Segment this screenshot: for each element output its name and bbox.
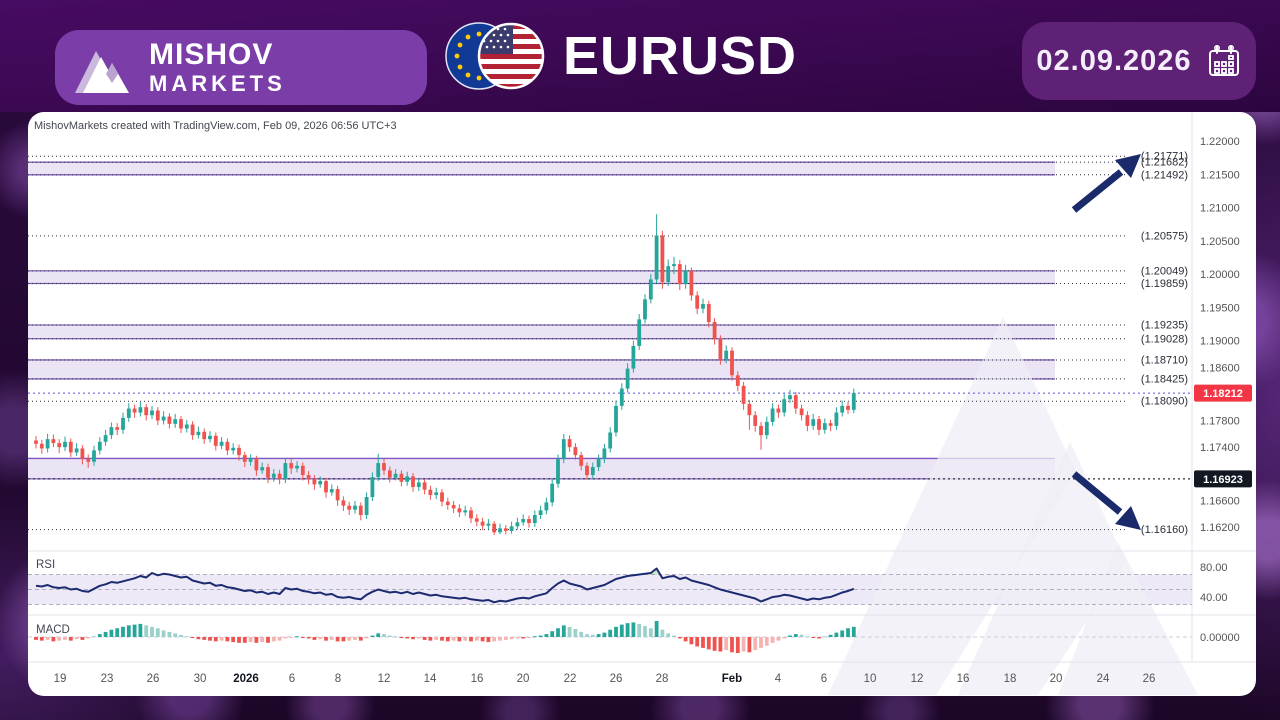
svg-text:2026: 2026 [233,673,259,685]
svg-text:1.18212: 1.18212 [1203,388,1243,400]
time-axis[interactable]: 19 23 26 30 2026 6 8 12 14 16 20 22 26 28 Feb 4 6 10 12 16 1… [54,673,1156,685]
svg-text:1.20000: 1.20000 [1200,269,1240,281]
pane-separators [28,112,1256,663]
svg-text:24: 24 [1097,673,1110,685]
price-chart[interactable]: (1.21771)(1.21682)(1.21492) (1.20575) (1.2… [28,112,1256,696]
candlestick-series [34,214,856,535]
svg-text:(1.21682): (1.21682) [1141,157,1188,169]
svg-text:6: 6 [289,673,295,685]
svg-text:12: 12 [378,673,391,685]
header-banner: MISHOV MARKETS [0,0,1280,112]
svg-text:6: 6 [821,673,827,685]
svg-text:1.16923: 1.16923 [1203,474,1243,486]
price-axis[interactable]: 1.22000 1.21500 1.21000 1.20500 1.20000 1.195… [1200,136,1240,644]
svg-text:1.22000: 1.22000 [1200,136,1240,148]
svg-text:1.21000: 1.21000 [1200,203,1240,215]
rsi-series [28,567,1192,605]
date-panel: 02.09.2026 [1022,22,1256,100]
svg-text:(1.21492): (1.21492) [1141,169,1188,181]
price-badges: 1.18212 1.16923 [1194,384,1252,488]
svg-text:(1.20049): (1.20049) [1141,265,1188,277]
svg-text:30: 30 [194,673,207,685]
down-arrow-head [1115,506,1141,530]
svg-text:28: 28 [656,673,669,685]
svg-text:1.16600: 1.16600 [1200,495,1240,507]
svg-text:1.21500: 1.21500 [1200,169,1240,181]
svg-text:(1.19028): (1.19028) [1141,333,1188,345]
svg-text:20: 20 [1050,673,1063,685]
chart-card: MishovMarkets created with TradingView.c… [28,112,1256,696]
svg-text:8: 8 [335,673,341,685]
svg-text:(1.19235): (1.19235) [1141,320,1188,332]
svg-text:1.16200: 1.16200 [1200,522,1240,534]
svg-text:(1.20575): (1.20575) [1141,230,1188,242]
svg-text:19: 19 [54,673,67,685]
svg-text:(1.18090): (1.18090) [1141,396,1188,408]
svg-text:1.17800: 1.17800 [1200,416,1240,428]
brand-name-line1: MISHOV [149,38,274,71]
symbol-title: EURUSD [563,26,798,86]
mishov-logo-icon [75,50,129,93]
eur-usd-flags-icon [445,22,545,90]
svg-text:23: 23 [101,673,114,685]
svg-text:12: 12 [911,673,924,685]
up-arrow-head [1115,154,1141,178]
rsi-pane-label: RSI [36,559,56,571]
macd-pane-label: MACD [36,624,70,636]
svg-text:4: 4 [775,673,782,685]
svg-text:1.18600: 1.18600 [1200,362,1240,374]
svg-text:18: 18 [1004,673,1017,685]
brand-watermark [828,317,1198,695]
price-levels: (1.21771)(1.21682)(1.21492) (1.20575) (1.2… [28,151,1192,536]
trend-arrows [1071,154,1141,530]
svg-text:10: 10 [864,673,877,685]
up-arrow-shaft [1071,169,1124,213]
symbol-block: EURUSD [443,20,797,92]
svg-text:(1.16160): (1.16160) [1141,524,1188,536]
svg-text:1.17400: 1.17400 [1200,442,1240,454]
svg-text:26: 26 [147,673,160,685]
svg-text:16: 16 [957,673,970,685]
svg-text:(1.19859): (1.19859) [1141,278,1188,290]
svg-text:20: 20 [517,673,530,685]
svg-text:26: 26 [1143,673,1156,685]
macd-histogram [28,620,1192,654]
brand-panel: MISHOV MARKETS [55,30,427,105]
svg-text:Feb: Feb [722,673,742,685]
calendar-icon [1208,44,1239,76]
svg-text:1.20500: 1.20500 [1200,236,1240,248]
svg-text:(1.18425): (1.18425) [1141,373,1188,385]
supply-demand-zones [28,161,1055,480]
svg-text:1.19000: 1.19000 [1200,336,1240,348]
svg-text:22: 22 [564,673,577,685]
report-date: 02.09.2026 [1036,44,1192,77]
svg-text:26: 26 [610,673,623,685]
svg-text:(1.18710): (1.18710) [1141,354,1188,366]
svg-text:40.00: 40.00 [1200,592,1228,604]
svg-text:0.00000: 0.00000 [1200,632,1240,644]
chart-attribution: MishovMarkets created with TradingView.c… [34,120,397,132]
brand-name-line2: MARKETS [149,71,286,96]
svg-text:1.19500: 1.19500 [1200,302,1240,314]
svg-text:(1.21771): (1.21771) [1141,151,1188,163]
svg-text:80.00: 80.00 [1200,562,1228,574]
down-arrow-shaft [1071,471,1123,515]
svg-text:16: 16 [471,673,484,685]
svg-text:14: 14 [424,673,437,685]
